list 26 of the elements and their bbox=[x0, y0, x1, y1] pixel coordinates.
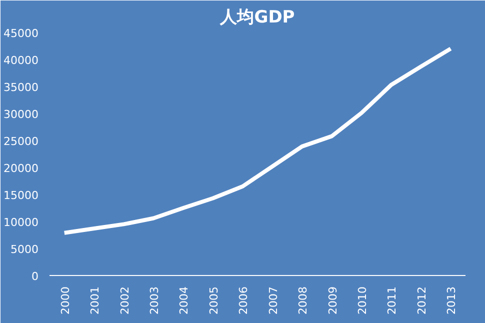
x-tick-label: 2011 bbox=[386, 286, 399, 314]
line-series bbox=[62, 46, 453, 235]
x-tick-label: 2001 bbox=[88, 286, 102, 314]
y-tick-label: 25000 bbox=[4, 135, 39, 148]
x-tick-label: 2009 bbox=[326, 286, 340, 314]
y-tick-label: 0 bbox=[32, 270, 38, 283]
x-tick-label: 2002 bbox=[118, 286, 132, 314]
x-tick-label: 2012 bbox=[415, 286, 428, 314]
x-tick-label: 2010 bbox=[356, 286, 369, 314]
x-tick-label: 2006 bbox=[237, 286, 250, 314]
x-tick-label: 2005 bbox=[207, 286, 220, 314]
x-tick-label: 2004 bbox=[178, 286, 191, 314]
chart-title: 人均GDP bbox=[219, 8, 295, 28]
y-tick-label: 20000 bbox=[4, 162, 39, 175]
x-tick-label: 2013 bbox=[445, 286, 458, 314]
y-tick-label: 40000 bbox=[4, 54, 39, 67]
y-tick-label: 35000 bbox=[4, 81, 39, 94]
y-tick-label: 45000 bbox=[4, 27, 39, 40]
x-tick-label: 2000 bbox=[58, 286, 72, 314]
y-tick-label: 10000 bbox=[4, 216, 39, 229]
y-tick-label: 15000 bbox=[4, 189, 39, 202]
x-tick-label: 2007 bbox=[266, 286, 280, 314]
x-tick-label: 2008 bbox=[296, 286, 310, 314]
x-tick-label: 2003 bbox=[148, 286, 161, 314]
y-tick-label: 5000 bbox=[10, 243, 39, 256]
y-tick-label: 30000 bbox=[4, 108, 39, 121]
